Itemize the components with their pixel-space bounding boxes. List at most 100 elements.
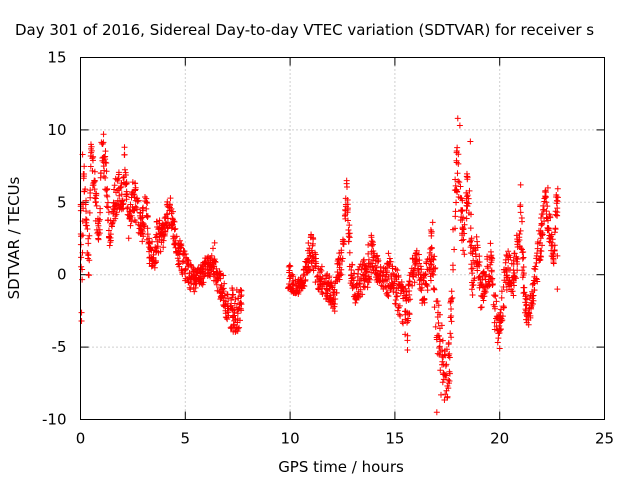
- data-point: [406, 287, 413, 294]
- data-point: [345, 238, 352, 245]
- data-point: [488, 257, 495, 264]
- data-point: [350, 277, 357, 284]
- data-point: [107, 231, 114, 238]
- data-point: [139, 219, 146, 226]
- data-point: [544, 203, 551, 210]
- data-point: [468, 286, 475, 293]
- data-point: [539, 242, 546, 249]
- data-point: [286, 262, 293, 269]
- data-point: [448, 318, 455, 325]
- data-point: [554, 205, 561, 212]
- data-point: [285, 285, 292, 292]
- data-point: [443, 346, 450, 353]
- data-point: [480, 293, 487, 300]
- data-point: [370, 267, 377, 274]
- data-point: [196, 278, 203, 285]
- data-point: [105, 227, 112, 234]
- data-point: [463, 173, 470, 180]
- data-point: [552, 208, 559, 215]
- data-point: [148, 263, 155, 270]
- data-point: [552, 226, 559, 233]
- data-point: [152, 234, 159, 241]
- data-point: [553, 192, 560, 199]
- data-point: [157, 248, 164, 255]
- data-point: [370, 241, 377, 248]
- data-point: [532, 266, 539, 273]
- data-point: [498, 294, 505, 301]
- data-point: [86, 209, 93, 216]
- data-point: [505, 248, 512, 255]
- data-point: [94, 220, 101, 227]
- y-tick-label: 5: [57, 193, 67, 211]
- chart-title: Day 301 of 2016, Sidereal Day-to-day VTE…: [15, 21, 594, 39]
- data-point: [505, 256, 512, 263]
- data-point: [343, 177, 350, 184]
- data-point: [436, 351, 443, 358]
- data-point: [470, 257, 477, 264]
- data-point: [551, 247, 558, 254]
- data-point: [188, 280, 195, 287]
- data-point: [86, 232, 93, 239]
- data-point: [418, 266, 425, 273]
- data-point: [90, 154, 97, 161]
- data-point: [526, 310, 533, 317]
- data-point: [470, 277, 477, 284]
- data-point: [440, 354, 447, 361]
- data-point: [394, 293, 401, 300]
- y-tick-label: 10: [47, 121, 66, 139]
- data-point: [305, 240, 312, 247]
- y-axis-label: SDTVAR / TECUs: [5, 176, 23, 299]
- data-point: [430, 271, 437, 278]
- data-point: [85, 251, 92, 258]
- data-point: [119, 201, 126, 208]
- data-point: [474, 238, 481, 245]
- data-point: [401, 292, 408, 299]
- data-point: [415, 266, 422, 273]
- data-point: [317, 266, 324, 273]
- data-point: [357, 286, 364, 293]
- data-point: [370, 254, 377, 261]
- data-point: [487, 240, 494, 247]
- data-point: [326, 273, 333, 280]
- data-point: [467, 225, 474, 232]
- data-point: [172, 244, 179, 251]
- data-point: [554, 252, 561, 259]
- data-point: [83, 219, 90, 226]
- data-point: [323, 275, 330, 282]
- data-point: [146, 254, 153, 261]
- data-point: [379, 272, 386, 279]
- data-point: [208, 252, 215, 259]
- data-point: [446, 354, 453, 361]
- data-point: [416, 257, 423, 264]
- data-point: [550, 251, 557, 258]
- data-point: [430, 256, 437, 263]
- data-point: [514, 260, 521, 267]
- data-point: [187, 286, 194, 293]
- data-point: [433, 409, 440, 416]
- data-point: [521, 289, 528, 296]
- data-point: [344, 217, 351, 224]
- data-point: [461, 230, 468, 237]
- data-point: [469, 265, 476, 272]
- data-point: [492, 292, 499, 299]
- data-point: [237, 286, 244, 293]
- data-point: [153, 231, 160, 238]
- data-point: [302, 276, 309, 283]
- data-point: [452, 176, 459, 183]
- data-point: [236, 317, 243, 324]
- data-point: [187, 261, 194, 268]
- data-point: [336, 250, 343, 257]
- data-point: [520, 284, 527, 291]
- data-point: [210, 268, 217, 275]
- data-point: [417, 276, 424, 283]
- data-point: [108, 223, 115, 230]
- data-point: [498, 318, 505, 324]
- data-point: [191, 288, 198, 295]
- data-point: [96, 226, 103, 233]
- data-point: [199, 266, 206, 273]
- data-point: [339, 255, 346, 262]
- data-point: [221, 280, 228, 287]
- data-point: [238, 301, 245, 308]
- data-point: [457, 217, 464, 224]
- data-point: [360, 256, 367, 263]
